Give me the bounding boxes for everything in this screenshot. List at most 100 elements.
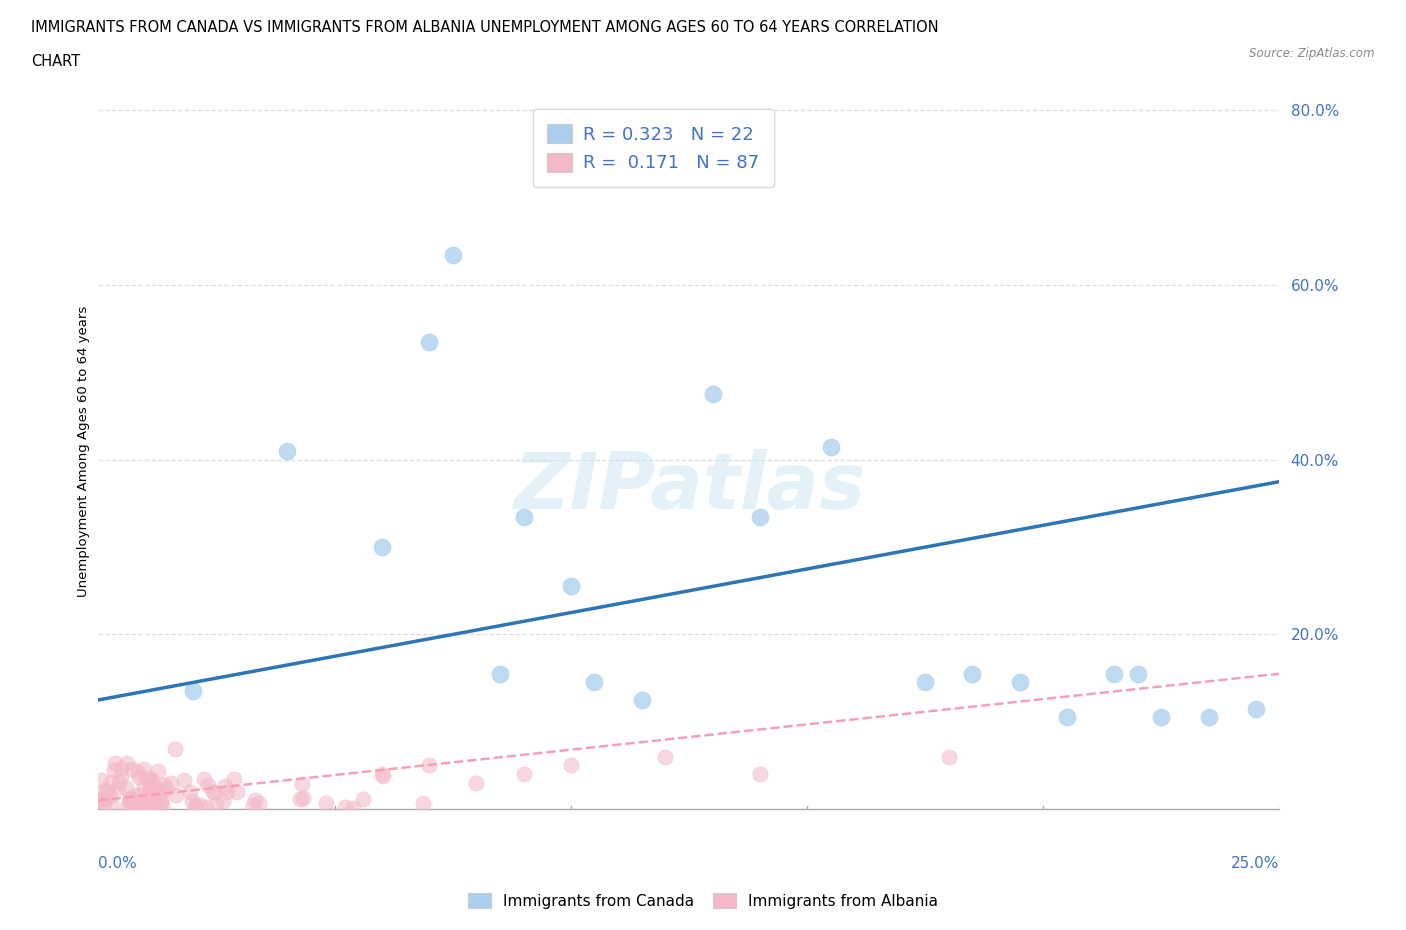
Legend: R = 0.323   N = 22, R =  0.171   N = 87: R = 0.323 N = 22, R = 0.171 N = 87 (533, 109, 773, 187)
Point (1056, 710, 1078, 724)
Point (214, 778, 236, 793)
Point (1102, 666, 1125, 681)
Text: IMMIGRANTS FROM CANADA VS IMMIGRANTS FROM ALBANIA UNEMPLOYMENT AMONG AGES 60 TO : IMMIGRANTS FROM CANADA VS IMMIGRANTS FRO… (31, 20, 939, 35)
Point (222, 772, 245, 787)
Point (243, 792, 266, 807)
Point (121, 762, 143, 777)
Point (489, 666, 512, 681)
Point (118, 794, 141, 809)
Point (94, 782, 117, 797)
Point (217, 784, 239, 799)
Point (150, 794, 173, 809)
Point (333, 800, 356, 815)
Point (142, 798, 165, 813)
Point (166, 788, 188, 803)
Point (127, 764, 149, 779)
Text: ZIPatlas: ZIPatlas (513, 449, 865, 525)
Point (193, 771, 215, 786)
Point (94, 790, 117, 805)
Point (115, 780, 138, 795)
Point (93, 797, 115, 812)
Point (91, 793, 114, 808)
Point (118, 792, 141, 807)
Point (107, 780, 129, 795)
Point (352, 792, 374, 807)
Point (141, 784, 163, 799)
Point (143, 795, 166, 810)
Point (820, 439, 842, 454)
Point (124, 798, 146, 813)
Point (134, 796, 156, 811)
Point (138, 786, 160, 801)
Point (96, 783, 118, 798)
Text: 25.0%: 25.0% (1232, 856, 1279, 870)
Point (373, 769, 395, 784)
Point (104, 755, 127, 770)
Point (560, 758, 582, 773)
Point (132, 762, 155, 777)
Point (132, 799, 155, 814)
Point (122, 789, 145, 804)
Point (938, 750, 960, 764)
Point (87, 792, 110, 807)
Point (139, 774, 162, 789)
Point (247, 795, 270, 810)
Point (418, 335, 440, 350)
Point (145, 782, 167, 797)
Point (141, 800, 163, 815)
Point (114, 802, 136, 817)
Text: CHART: CHART (31, 54, 80, 69)
Point (212, 793, 235, 808)
Point (962, 666, 984, 681)
Point (512, 509, 534, 524)
Point (184, 799, 207, 814)
Point (291, 777, 314, 791)
Point (465, 776, 488, 790)
Point (202, 784, 225, 799)
Point (342, 801, 364, 816)
Point (117, 755, 139, 770)
Point (560, 579, 582, 594)
Point (138, 780, 160, 795)
Point (276, 444, 298, 458)
Text: Source: ZipAtlas.com: Source: ZipAtlas.com (1250, 46, 1375, 60)
Point (150, 785, 173, 800)
Point (583, 675, 606, 690)
Point (90, 773, 112, 788)
Point (120, 790, 142, 805)
Point (184, 798, 207, 813)
Point (139, 772, 162, 787)
Point (1244, 701, 1267, 716)
Point (914, 675, 936, 690)
Point (98, 789, 121, 804)
Point (197, 778, 219, 793)
Point (110, 760, 132, 775)
Legend: Immigrants from Canada, Immigrants from Albania: Immigrants from Canada, Immigrants from … (463, 886, 943, 915)
Point (202, 785, 225, 800)
Point (748, 766, 770, 781)
Point (136, 770, 159, 785)
Point (1150, 710, 1173, 724)
Point (100, 794, 122, 809)
Point (173, 773, 195, 788)
Point (153, 777, 176, 792)
Point (630, 693, 652, 708)
Point (291, 790, 314, 805)
Point (441, 247, 464, 262)
Point (242, 798, 264, 813)
Point (418, 758, 440, 773)
Point (159, 776, 181, 790)
Point (142, 796, 165, 811)
Point (128, 769, 150, 784)
Point (181, 684, 204, 698)
Point (205, 797, 228, 812)
Point (127, 801, 149, 816)
Point (118, 793, 141, 808)
Point (702, 387, 724, 402)
Point (110, 768, 132, 783)
Point (1126, 666, 1149, 681)
Y-axis label: Unemployment Among Ages 60 to 64 years: Unemployment Among Ages 60 to 64 years (77, 305, 90, 597)
Point (108, 775, 131, 790)
Point (748, 509, 770, 524)
Point (150, 799, 173, 814)
